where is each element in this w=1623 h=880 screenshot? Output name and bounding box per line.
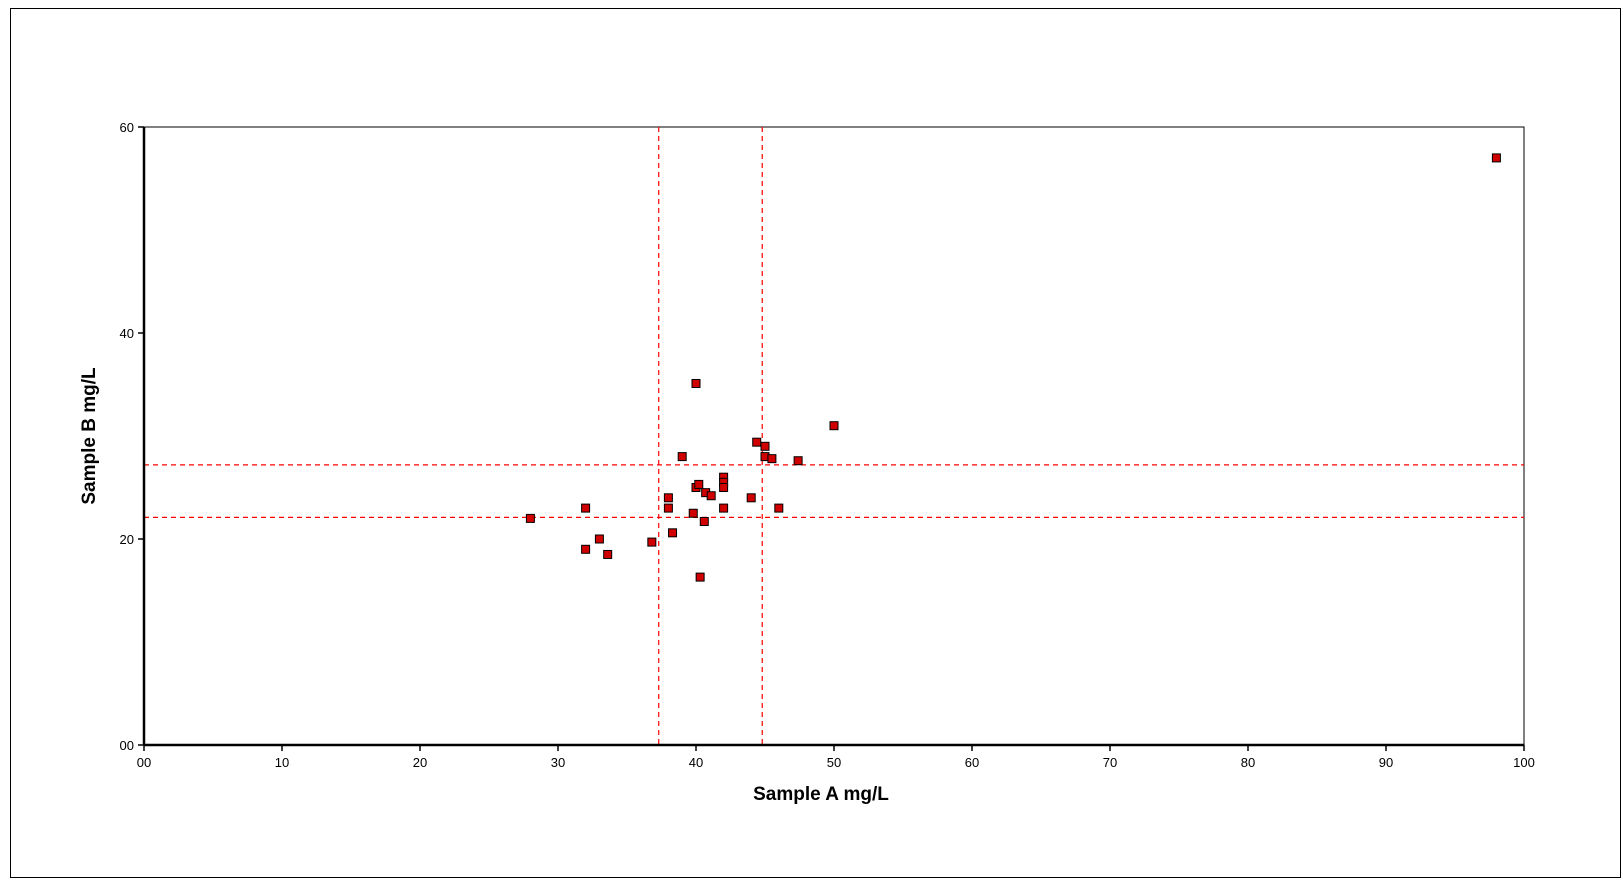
- x-axis-title: Sample A mg/L: [753, 784, 889, 805]
- y-axis-title: Sample B mg/L: [79, 367, 100, 505]
- data-point: [1491, 153, 1501, 163]
- x-tick-label: 20: [413, 755, 427, 770]
- x-axis-ticks: 00 10 20 30 40 50 60 70 80 90 100: [137, 745, 1535, 770]
- data-point: [663, 503, 673, 513]
- y-tick-label: 00: [120, 738, 134, 753]
- x-tick-label: 50: [827, 755, 841, 770]
- x-tick-label: 30: [551, 755, 565, 770]
- data-point: [793, 456, 803, 466]
- reference-lines: [144, 127, 1524, 745]
- x-tick-label: 90: [1379, 755, 1393, 770]
- data-point: [581, 544, 591, 554]
- y-tick-label: 20: [120, 532, 134, 547]
- data-point: [663, 493, 673, 503]
- data-point: [829, 421, 839, 431]
- data-point: [694, 479, 704, 489]
- data-point: [774, 503, 784, 513]
- x-tick-label: 10: [275, 755, 289, 770]
- x-tick-label: 00: [137, 755, 151, 770]
- plot-area: [143, 126, 1525, 746]
- data-point: [719, 483, 729, 492]
- scatter-chart: 00 10 20 30 40 50 60 70 80 90 100 00 20 40 60 Sample …: [79, 120, 1535, 805]
- data-point: [699, 516, 709, 526]
- data-point: [594, 534, 604, 544]
- x-tick-label: 100: [1513, 755, 1535, 770]
- y-axis-ticks: 00 20 40 60: [120, 120, 144, 753]
- data-point: [581, 503, 591, 513]
- y-tick-label: 60: [120, 120, 134, 135]
- data-point: [668, 528, 678, 538]
- data-point: [525, 513, 535, 523]
- data-point: [647, 537, 657, 547]
- x-tick-label: 80: [1241, 755, 1255, 770]
- x-tick-label: 60: [965, 755, 979, 770]
- x-tick-label: 40: [689, 755, 703, 770]
- data-point: [746, 493, 756, 503]
- data-point: [767, 454, 777, 464]
- data-point: [603, 549, 613, 559]
- data-point: [695, 572, 705, 582]
- data-point: [677, 452, 687, 462]
- data-point: [688, 508, 698, 518]
- data-point: [691, 378, 701, 388]
- data-point: [706, 491, 716, 501]
- chart-frame: 00 10 20 30 40 50 60 70 80 90 100 00 20 40 60 Sample …: [10, 8, 1621, 878]
- x-tick-label: 70: [1103, 755, 1117, 770]
- data-point: [752, 437, 762, 447]
- y-tick-label: 40: [120, 326, 134, 341]
- data-point: [760, 441, 770, 451]
- data-points: [525, 153, 1501, 582]
- data-point: [719, 503, 729, 513]
